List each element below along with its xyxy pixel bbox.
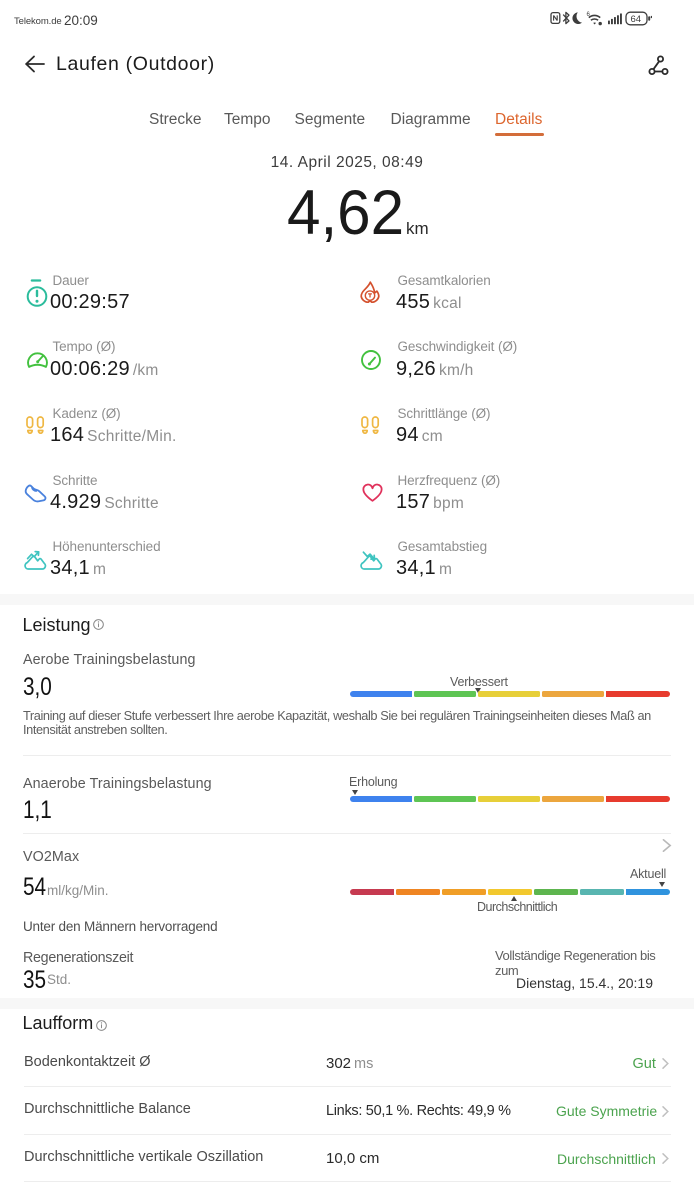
svg-text:6: 6 [587,12,591,18]
svg-text:64: 64 [631,14,642,25]
